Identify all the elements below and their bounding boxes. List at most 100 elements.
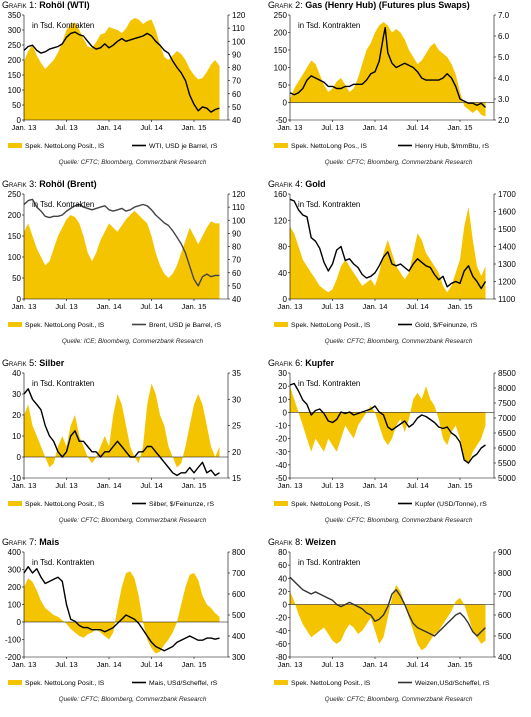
- legend-area-label: Spek. NettoLong Posit., lS: [25, 501, 105, 508]
- legend-swatch-area: [274, 501, 288, 506]
- source-note: Quelle: CFTC; Bloomberg, Commerzbank Res…: [58, 696, 207, 703]
- legend-area-label: Spek. NettoLong Posit., lS: [291, 322, 371, 329]
- right-tick-label: 1100: [498, 295, 516, 304]
- x-tick-label: Jan. 15: [448, 302, 473, 311]
- chart-title: Grafik 5: Silber: [2, 358, 64, 368]
- x-tick-label: Jan. 15: [448, 481, 473, 490]
- right-tick-label: 700: [232, 569, 246, 578]
- right-tick-label: 110: [232, 203, 245, 212]
- left-tick-label: 0: [17, 453, 22, 462]
- x-tick-label: Jan. 15: [448, 123, 473, 132]
- right-tick-label: 90: [232, 229, 241, 238]
- x-tick-label: Jan. 15: [182, 123, 207, 132]
- annotation: in Tsd. Kontrakten: [298, 200, 360, 209]
- right-tick-label: 25: [232, 422, 241, 431]
- x-tick-label: Jul. 13: [55, 302, 77, 311]
- legend-swatch-area: [8, 501, 22, 506]
- chart-panel-silber: Grafik 5: Silber -10 0 10 20 30 40 15 20 25 30 35 Ja…: [0, 358, 265, 537]
- chart-title-text: Weizen: [305, 537, 337, 547]
- x-tick-label: Jan. 13: [12, 481, 37, 490]
- right-tick-label: 600: [498, 611, 512, 620]
- legend-area-label: Spek. NettoLong Pos., lS: [291, 143, 367, 150]
- left-tick-label: 60: [278, 561, 287, 570]
- x-tick-label: Jul. 13: [55, 123, 77, 132]
- right-tick-label: 900: [498, 548, 512, 557]
- line-series: [23, 198, 220, 287]
- chart-title: Grafik 8: Weizen: [268, 537, 336, 547]
- left-tick-label: -20: [275, 435, 287, 444]
- right-tick-label: 1200: [498, 278, 516, 287]
- source-note: Quelle: CFTC; Bloomberg, Commerzbank Res…: [324, 338, 473, 345]
- x-tick-label: Jul. 13: [321, 302, 343, 311]
- right-tick-label: 600: [232, 590, 246, 599]
- chart-title-text: Gas (Henry Hub) (Futures plus Swaps): [305, 0, 470, 10]
- chart-svg: 0 40 80 120 160 1100 1200 1300 1400 1500 1600 1700 J…: [274, 190, 517, 329]
- chart-svg: -80 -60 -40 -20 0 20 40 60 80 400 500 600 700 800 900 J…: [274, 548, 512, 687]
- x-tick-label: Jan. 15: [182, 660, 207, 669]
- x-tick-label: Jan. 15: [448, 660, 473, 669]
- annotation: in Tsd. Kontrakten: [32, 200, 94, 209]
- left-tick-label: 20: [278, 382, 287, 391]
- x-tick-label: Jul. 14: [406, 481, 428, 490]
- right-tick-label: 1400: [498, 243, 516, 252]
- x-tick-label: Jan. 13: [278, 660, 303, 669]
- left-tick-label: 120: [274, 216, 288, 225]
- right-tick-label: 60: [232, 90, 241, 99]
- left-tick-label: 250: [274, 11, 288, 20]
- right-tick-label: 7000: [498, 414, 516, 423]
- right-tick-label: 1600: [498, 208, 516, 217]
- x-tick-label: Jul. 14: [140, 660, 162, 669]
- chart-svg: -50 -40 -30 -20 -10 0 10 20 30 5000 5500 6000 6500 70…: [274, 369, 516, 508]
- chart-number: Grafik 2:: [268, 0, 306, 10]
- left-tick-label: 20: [12, 411, 21, 420]
- left-tick-label: 0: [283, 408, 288, 417]
- chart-number: Grafik 6:: [268, 358, 306, 368]
- left-tick-label: 160: [274, 190, 288, 199]
- right-tick-label: 7500: [498, 399, 516, 408]
- annotation: in Tsd. Kontrakten: [32, 21, 94, 30]
- left-tick-label: 0: [283, 99, 288, 108]
- source-note: Quelle: ICE; Bloomberg, Commerzbank Rese…: [61, 338, 204, 345]
- x-tick-label: Jan. 14: [363, 660, 388, 669]
- area-series: [24, 210, 220, 299]
- x-tick-label: Jul. 13: [55, 660, 77, 669]
- x-tick-label: Jan. 14: [97, 302, 122, 311]
- left-tick-label: 100: [274, 64, 288, 73]
- left-tick-label: 0: [17, 618, 22, 627]
- right-tick-label: 4.0: [498, 74, 510, 83]
- legend-swatch-area: [274, 322, 288, 327]
- x-tick-label: Jan. 14: [363, 481, 388, 490]
- right-tick-label: 1300: [498, 260, 516, 269]
- right-tick-label: 35: [232, 369, 241, 378]
- right-tick-label: 50: [232, 103, 241, 112]
- x-tick-label: Jul. 13: [55, 481, 77, 490]
- x-tick-label: Jul. 13: [321, 660, 343, 669]
- area-series: [24, 571, 220, 654]
- left-tick-label: -10: [275, 422, 287, 431]
- right-tick-label: 500: [232, 611, 246, 620]
- annotation: in Tsd. Kontrakten: [32, 558, 94, 567]
- left-tick-label: -80: [275, 653, 287, 662]
- legend-line-label: Mais, USd/Scheffel, rS: [149, 680, 218, 687]
- legend-swatch-area: [274, 680, 288, 685]
- chart-title-text: Silber: [39, 358, 65, 368]
- left-tick-label: 80: [278, 548, 287, 557]
- left-tick-label: -200: [5, 653, 22, 662]
- left-tick-label: 30: [12, 390, 21, 399]
- right-tick-label: 120: [232, 11, 246, 20]
- x-tick-label: Jan. 14: [97, 123, 122, 132]
- left-tick-label: 40: [278, 269, 287, 278]
- legend-area-label: Spek. NettoLong Posit., lS: [25, 322, 105, 329]
- chart-svg: -50 0 50 100 150 200 250 2.0 3.0 4.0 5.0 6.0 7.0 Jan.…: [274, 11, 510, 150]
- right-tick-label: 60: [232, 269, 241, 278]
- left-tick-label: 100: [8, 601, 22, 610]
- left-tick-label: 150: [8, 232, 22, 241]
- right-tick-label: 20: [232, 448, 241, 457]
- right-tick-label: 8500: [498, 369, 516, 378]
- chart-number: Grafik 8:: [268, 537, 306, 547]
- left-tick-label: -100: [5, 636, 22, 645]
- chart-svg: 0 50 100 150 200 250 300 350 40 50 60 70 80 90 100 110 1…: [8, 11, 246, 150]
- chart-number: Grafik 7:: [2, 537, 40, 547]
- left-tick-label: 50: [12, 101, 21, 110]
- x-tick-label: Jan. 13: [12, 302, 37, 311]
